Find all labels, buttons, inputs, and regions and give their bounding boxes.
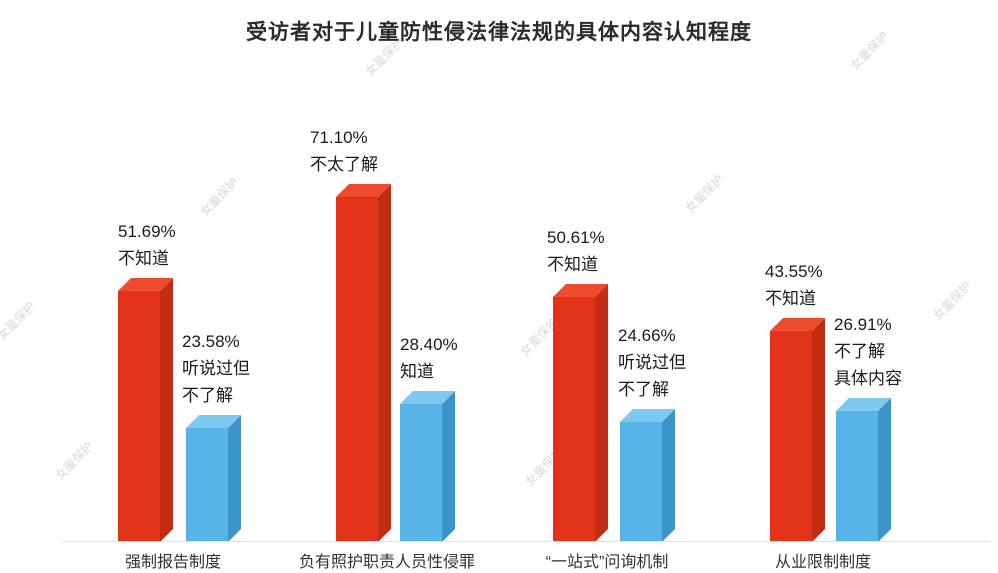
bar-face-front xyxy=(400,404,442,542)
bar-face-side xyxy=(595,284,608,542)
bar-face-front xyxy=(186,428,228,542)
bar-value-label: 26.91% 不了解具体内容 xyxy=(834,311,902,392)
bar-face-front xyxy=(836,411,878,542)
bar-red-group3 xyxy=(553,284,608,542)
bar-blue-group4 xyxy=(836,398,891,542)
bar-value-label-line: 71.10% xyxy=(310,128,368,147)
category-axis: 强制报告制度 负有照护职责人员性侵罪 “一站式”问询机制 从业限制制度 xyxy=(0,548,998,573)
bar-value-label-line: 不了解 xyxy=(834,342,885,361)
bar-face-side xyxy=(662,409,675,542)
bar-face-front xyxy=(336,197,378,542)
bar-face-side xyxy=(160,278,173,542)
bar-value-label-line: 听说过但 xyxy=(618,353,686,372)
bar-red-group1 xyxy=(118,278,173,542)
category-label: 从业限制制度 xyxy=(774,554,871,571)
bar-value-label: 23.58% 听说过但不了解 xyxy=(182,328,250,409)
bar-value-label-line: 具体内容 xyxy=(834,369,902,388)
bar-value-label-line: 不了解 xyxy=(618,380,669,399)
bar-red-group4 xyxy=(770,318,825,542)
bar-value-label-line: 26.91% xyxy=(834,315,892,334)
bar-blue-group1 xyxy=(186,415,241,542)
bar-face-side xyxy=(878,398,891,542)
bar-value-label-line: 不了解 xyxy=(182,386,233,405)
bar-face-side xyxy=(228,415,241,542)
category-label: 强制报告制度 xyxy=(124,554,221,571)
chart-area: 51.69% 不知道 23.58% 听说过但 不了解 71.10% 不太了解 28.40% 知道… xyxy=(118,124,902,542)
x-axis-baseline xyxy=(62,541,990,542)
bar-value-label-line: 50.61% xyxy=(547,228,605,247)
bar-value-label: 24.66% 听说过但不了解 xyxy=(618,322,686,403)
category-label: 负有照护职责人员性侵罪 xyxy=(298,554,475,571)
bar-value-label-line: 知道 xyxy=(400,362,434,381)
bar-red-group2 xyxy=(336,184,391,542)
bar-value-label-line: 不知道 xyxy=(547,255,598,274)
bar-face-front xyxy=(553,297,595,542)
bar-value-label-line: 51.69% xyxy=(118,222,176,241)
bar-face-side xyxy=(812,318,825,542)
bar-face-side xyxy=(378,184,391,542)
bar-value-label-line: 听说过但 xyxy=(182,359,250,378)
category-label: “一站式”问询机制 xyxy=(545,554,669,571)
bar-value-label: 51.69% 不知道 xyxy=(118,218,176,272)
page-title: 受访者对于儿童防性侵法律法规的具体内容认知程度 xyxy=(246,21,752,44)
bar-value-label-line: 不知道 xyxy=(765,289,816,308)
bar-value-label-line: 不知道 xyxy=(118,249,169,268)
bar-blue-group3 xyxy=(620,409,675,542)
bar-face-front xyxy=(620,422,662,542)
bar-value-label-line: 24.66% xyxy=(618,326,676,345)
bar-value-label: 28.40% 知道 xyxy=(400,331,458,385)
bar-blue-group2 xyxy=(400,391,455,542)
bar-value-label: 71.10% 不太了解 xyxy=(310,124,378,178)
bar-value-label-line: 43.55% xyxy=(765,262,823,281)
bar-face-side xyxy=(442,391,455,542)
bar-value-label: 43.55% 不知道 xyxy=(765,258,823,312)
bar-value-label: 50.61% 不知道 xyxy=(547,224,605,278)
bar-face-front xyxy=(770,331,812,542)
bar-value-label-line: 28.40% xyxy=(400,335,458,354)
bar-value-label-line: 不太了解 xyxy=(310,155,378,174)
bar-value-label-line: 23.58% xyxy=(182,332,240,351)
bar-face-front xyxy=(118,291,160,542)
